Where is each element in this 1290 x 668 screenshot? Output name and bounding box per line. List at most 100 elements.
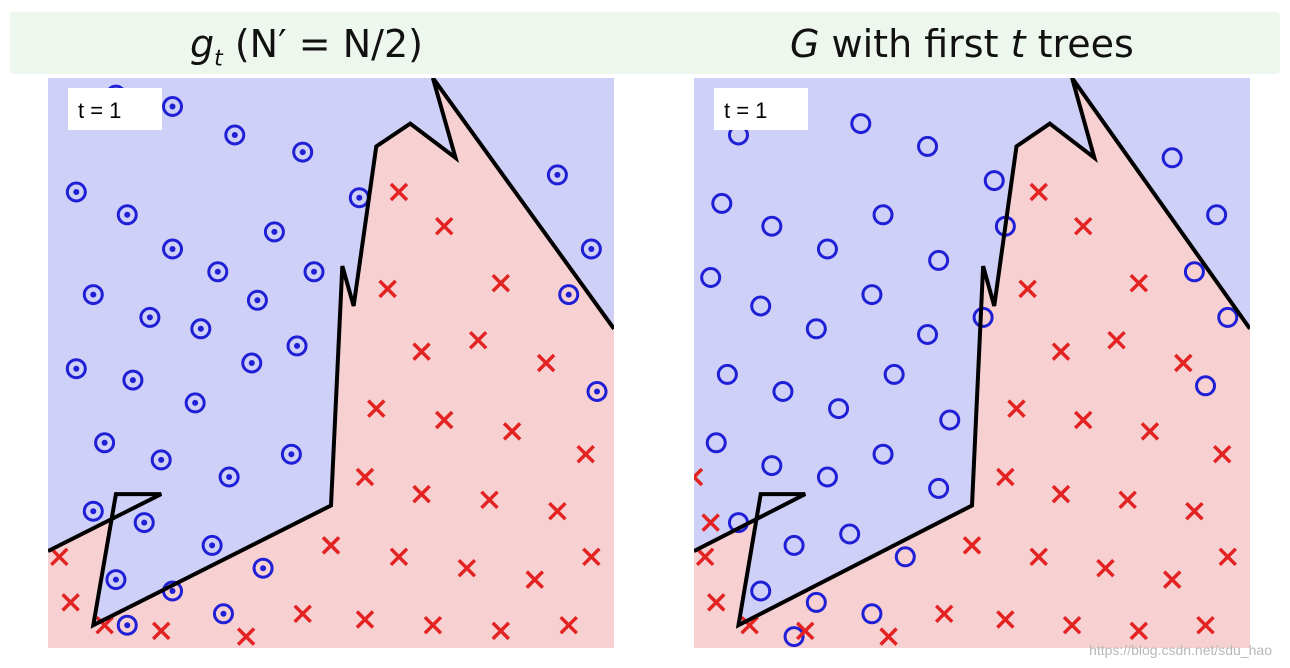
red-cross-point [1212,444,1232,464]
red-cross-point [50,547,69,567]
title-t: t [1010,22,1026,66]
blue-circle-point [586,381,608,402]
cross-stroke [996,467,1015,487]
cross-stroke [1051,484,1071,504]
red-cross-point [1051,484,1071,504]
red-cross-point [701,513,720,532]
blue-circle-point [190,318,212,340]
red-cross-point [707,593,726,612]
blue-circle-point [805,318,827,340]
cross-stroke [559,615,578,635]
red-cross-point [1129,273,1149,293]
blue-dot-point [254,297,261,304]
blue-circle-point [750,580,772,602]
title-g: g [190,22,215,66]
red-cross-point [1129,621,1149,641]
left-scatter-plot: t = 1 [48,78,614,648]
blue-circle-point [122,369,144,391]
cross-stroke [1129,273,1149,293]
cross-stroke [1162,570,1182,589]
cross-stroke [95,615,114,635]
blue-circle-point [816,466,838,488]
cross-stroke [582,547,601,567]
red-cross-point [1029,547,1048,567]
red-cross-point [1107,330,1126,350]
red-cross-point [434,410,454,430]
red-cross-point [559,615,578,635]
decision-boundary [694,78,1250,629]
blue-circle-point [65,181,87,203]
cross-stroke [412,342,431,361]
cross-stroke [1212,444,1232,464]
red-cross-point [502,422,522,441]
cross-stroke [701,513,720,532]
red-cross-point [1162,570,1182,589]
cross-stroke [151,621,171,641]
cross-stroke [996,610,1015,629]
cross-stroke [576,444,595,464]
red-cross-point [1073,410,1093,430]
blue-circle-point [761,215,783,237]
blue-circle-point [761,455,783,477]
cross-stroke [1174,353,1193,373]
blue-dot-point [124,211,131,218]
red-cross-point [412,342,431,361]
blue-region [694,78,1250,626]
cross-stroke [502,422,522,441]
blue-circle-point [1206,204,1228,226]
right-panel-title: G with first t trees [790,22,1134,66]
cross-stroke [694,474,704,487]
blue-circle-point [711,192,733,214]
cross-stroke [1196,615,1215,635]
red-cross-point [996,467,1015,487]
blue-circle-point [839,523,861,545]
blue-circle-point [928,477,950,499]
red-cross-point [740,615,759,635]
blue-circle-point [700,267,722,288]
blue-circle-point [917,135,939,157]
title-rest: (N′ = N/2) [222,22,423,66]
blue-circle-point [816,238,838,260]
cross-stroke [1107,330,1126,350]
blue-circle-point [218,466,240,488]
red-cross-point [321,536,341,555]
blue-circle-point [939,409,961,431]
red-cross-point [1096,558,1115,578]
blue-circle-point [246,289,268,311]
blue-circle-point [82,500,104,522]
cross-stroke [1129,621,1149,641]
red-cross-point [236,627,256,646]
red-cross-point [879,627,898,646]
left-panel-title: gt (N′ = N/2) [190,22,423,72]
cross-stroke [434,216,454,236]
blue-dot-point [214,268,221,275]
blue-circle-point [94,432,116,454]
blue-circle-point [82,284,104,306]
blue-dot-point [248,360,255,366]
blue-circle-point [150,449,172,471]
cross-stroke [389,547,409,567]
red-cross-point [1007,399,1026,418]
cross-stroke [1218,547,1237,567]
blue-dot-point [311,268,318,275]
blue-circle-point [1161,147,1183,169]
cross-stroke [1062,615,1082,635]
cross-stroke [536,353,556,373]
title-mid: with first [819,22,1011,66]
blue-circle-point [184,392,206,414]
blue-circle-point [828,398,850,420]
red-cross-point [1118,490,1137,510]
cross-stroke [61,593,80,612]
cross-stroke [695,547,715,567]
blue-dot-point [124,622,131,629]
blue-circle-point [212,603,234,625]
red-cross-point [151,621,171,641]
right-scatter-plot: t = 1 [694,78,1250,648]
blue-circle-point [224,124,246,146]
blue-region [48,78,614,626]
red-cross-point [491,621,511,641]
red-cross-point [996,610,1015,629]
cross-stroke [293,604,312,624]
blue-dot-point [141,519,148,526]
cross-stroke [491,273,511,293]
